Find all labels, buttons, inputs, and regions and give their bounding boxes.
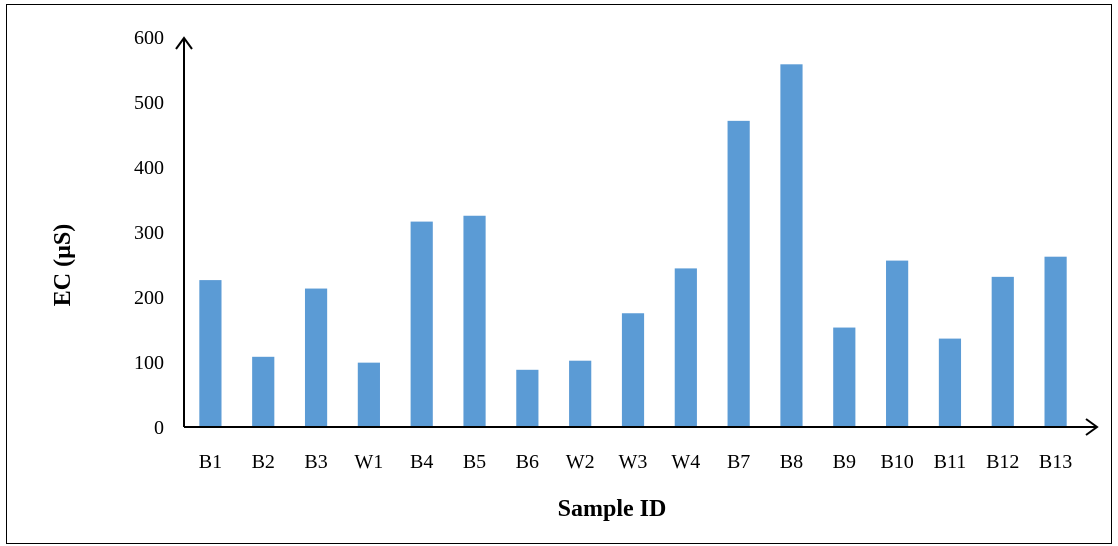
y-tick-label-100: 100 (134, 352, 164, 374)
x-tick-label-b6: B6 (516, 451, 539, 473)
bar-b3 (304, 288, 328, 427)
bar-b13 (1044, 256, 1067, 427)
x-tick-label-b13: B13 (1039, 451, 1072, 473)
y-tick-label-600: 600 (134, 27, 164, 49)
bar-b9 (833, 327, 856, 427)
x-tick-label-b2: B2 (252, 451, 275, 473)
x-tick-label-w2: W2 (566, 451, 595, 473)
bar-w1 (357, 362, 380, 427)
bar-b10 (886, 260, 909, 427)
bar-b8 (780, 64, 803, 428)
bar-w2 (569, 360, 592, 427)
bar-w4 (674, 268, 697, 427)
x-tick-label-b1: B1 (199, 451, 222, 473)
chart-frame (6, 4, 1112, 544)
x-tick-label-w4: W4 (671, 451, 700, 473)
y-tick-label-0: 0 (154, 417, 164, 439)
x-tick-label-b10: B10 (880, 451, 913, 473)
bar-b12 (991, 276, 1014, 427)
x-tick-label-b4: B4 (410, 451, 433, 473)
bar-b7 (727, 120, 750, 427)
x-tick-labels: B1 B2 B3 W1 B4 B5 B6 W2 W3 W4 B7 B8 B9 B10 B11 B12 B13 (199, 451, 1073, 473)
x-tick-label-b7: B7 (727, 451, 750, 473)
bar-b6 (516, 369, 539, 427)
bar-b2 (252, 356, 275, 427)
x-tick-label-b11: B11 (934, 451, 967, 473)
x-tick-label-b3: B3 (304, 451, 327, 473)
y-tick-labels: 0 100 200 300 400 500 600 (134, 27, 164, 439)
y-tick-label-300: 300 (134, 222, 164, 244)
x-tick-label-w1: W1 (354, 451, 383, 473)
y-tick-label-400: 400 (134, 157, 164, 179)
y-tick-label-200: 200 (134, 287, 164, 309)
x-tick-label-b8: B8 (780, 451, 803, 473)
y-axis-title: EC (µS) (50, 224, 76, 307)
y-tick-label-500: 500 (134, 92, 164, 114)
x-axis-arrowhead (1085, 418, 1099, 436)
x-axis-title: Sample ID (558, 496, 667, 522)
x-tick-label-b12: B12 (986, 451, 1019, 473)
bar-b5 (463, 215, 486, 427)
bar-b11 (938, 338, 962, 427)
x-tick-label-w3: W3 (619, 451, 648, 473)
x-tick-label-b9: B9 (833, 451, 856, 473)
y-axis-arrowhead (175, 36, 193, 50)
bar-w3 (621, 313, 645, 427)
bar-group (199, 64, 1067, 428)
bar-b4 (410, 221, 433, 427)
x-tick-label-b5: B5 (463, 451, 486, 473)
axes (175, 36, 1099, 436)
bar-b1 (199, 280, 222, 427)
